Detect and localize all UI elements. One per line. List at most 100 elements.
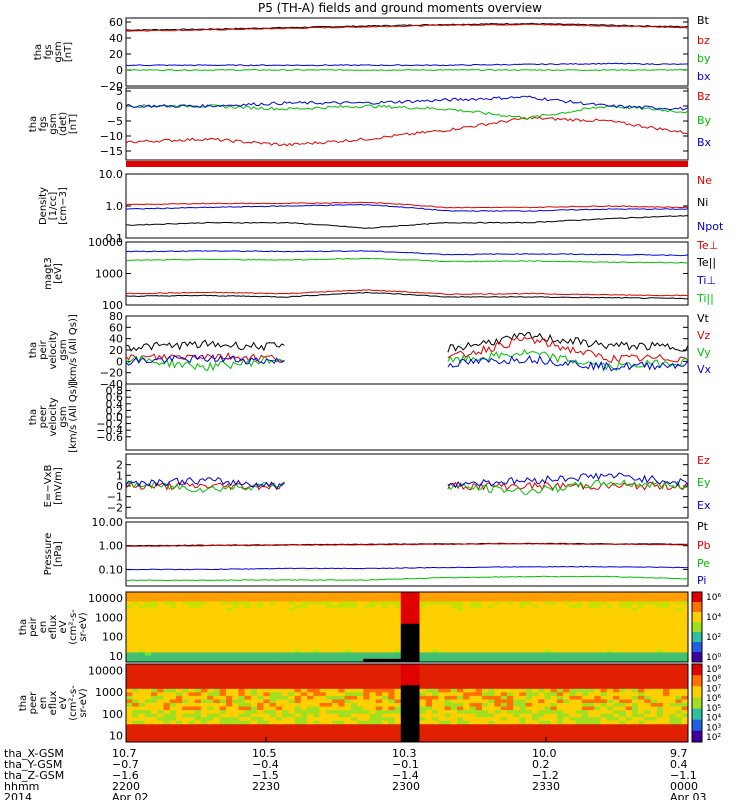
spectrogram-cell-s2 <box>644 720 652 725</box>
spectrogram-cell-s1 <box>225 627 233 631</box>
spectrogram-cell-s1 <box>132 636 139 641</box>
spectrogram-cell-s1 <box>225 646 233 650</box>
spectrogram-cell-s1 <box>444 611 452 615</box>
spectrogram-cell-s2 <box>550 685 558 690</box>
spectrogram-cell-s1 <box>544 592 552 596</box>
spectrogram-cell-s2 <box>544 692 552 697</box>
spectrogram-cell-s2 <box>663 692 670 697</box>
spectrogram-cell-s1 <box>538 617 545 622</box>
spectrogram-cell-s2 <box>494 713 502 718</box>
spectrogram-cell-s1 <box>338 595 346 599</box>
spectrogram-cell-s1 <box>669 595 677 599</box>
spectrogram-cell-s2 <box>132 703 139 708</box>
spectrogram-cell-s1 <box>394 652 402 657</box>
spectrogram-cell-s1 <box>238 620 246 625</box>
spectrogram-cell-s2 <box>169 681 177 686</box>
spectrogram-cell-s1 <box>619 623 627 628</box>
spectrogram-cell-s2 <box>663 699 670 704</box>
spectrogram-cell-s1 <box>488 623 495 628</box>
spectrogram-cell-s1 <box>244 658 252 663</box>
spectrogram-cell-s1 <box>656 620 664 625</box>
spectrogram-cell-s2 <box>475 727 483 732</box>
spectrogram-cell-s1 <box>569 617 577 622</box>
spectrogram-cell-s1 <box>282 611 289 615</box>
spectrogram-cell-s1 <box>594 614 602 618</box>
spectrogram-cell-s1 <box>382 639 389 644</box>
spectrogram-cell-s2 <box>481 681 489 686</box>
spectrogram-cell-s2 <box>407 685 414 690</box>
spectrogram-cell-s1 <box>207 617 214 622</box>
spectrogram-cell-s1 <box>157 630 164 634</box>
spectrogram-cell-s1 <box>288 620 296 625</box>
spectrogram-cell-s2 <box>606 720 614 725</box>
spectrogram-cell-s1 <box>613 617 620 622</box>
spectrogram-cell-s2 <box>357 695 364 700</box>
spectrogram-cell-s2 <box>594 713 602 718</box>
spectrogram-cell-s2 <box>594 692 602 697</box>
spectrogram-cell-s2 <box>138 681 146 686</box>
legend-p8: Pe <box>697 557 710 570</box>
spectrogram-cell-s1 <box>556 611 564 615</box>
spectrogram-cell-s1 <box>138 636 146 641</box>
spectrogram-cell-s1 <box>506 620 514 625</box>
spectrogram-cell-s2 <box>344 678 352 683</box>
spectrogram-cell-s2 <box>619 727 627 732</box>
spectrogram-cell-s1 <box>238 598 246 603</box>
spectrogram-cell-s2 <box>413 681 420 686</box>
spectrogram-cell-s2 <box>544 720 552 725</box>
spectrogram-cell-s2 <box>350 703 358 708</box>
spectrogram-cell-s1 <box>600 598 608 603</box>
spectrogram-cell-s2 <box>494 699 502 704</box>
spectrogram-cell-s2 <box>525 713 533 718</box>
chart-title: P5 (TH-A) fields and ground moments over… <box>258 1 542 15</box>
spectrogram-cell-s2 <box>575 724 583 729</box>
spectrogram-cell-s1 <box>350 636 358 641</box>
spectrogram-cell-s1 <box>138 649 146 653</box>
spectrogram-cell-s2 <box>225 674 233 679</box>
spectrogram-cell-s2 <box>681 734 689 739</box>
spectrogram-cell-s2 <box>219 699 227 704</box>
spectrogram-cell-s2 <box>613 688 620 693</box>
spectrogram-cell-s2 <box>431 738 439 743</box>
spectrogram-cell-s1 <box>556 592 564 596</box>
spectrogram-cell-s1 <box>325 636 333 641</box>
spectrogram-cell-s1 <box>544 598 552 603</box>
spectrogram-cell-s1 <box>456 598 464 603</box>
spectrogram-cell-s2 <box>500 667 508 672</box>
spectrogram-cell-s1 <box>157 642 164 647</box>
spectrogram-cell-s1 <box>513 617 520 622</box>
spectrogram-cell-s2 <box>300 678 308 683</box>
spectrogram-cell-s1 <box>250 601 258 606</box>
spectrogram-cell-s2 <box>531 699 539 704</box>
spectrogram-cell-s1 <box>638 639 645 644</box>
spectrogram-cell-s2 <box>338 699 346 704</box>
spectrogram-cell-s2 <box>357 688 364 693</box>
spectrogram-cell-s1 <box>157 611 164 615</box>
spectrogram-cell-s1 <box>319 646 327 650</box>
spectrogram-cell-s1 <box>150 639 158 644</box>
spectrogram-cell-s2 <box>606 699 614 704</box>
ytick-label-p7: 0 <box>116 480 123 493</box>
spectrogram-cell-s1 <box>450 633 458 638</box>
spectrogram-cell-s2 <box>619 688 627 693</box>
spectrogram-cell-s2 <box>506 731 514 736</box>
spectrogram-cell-s1 <box>232 636 239 641</box>
spectrogram-cell-s1 <box>194 592 202 596</box>
spectrogram-cell-s1 <box>613 627 620 631</box>
spectrogram-cell-s2 <box>631 699 639 704</box>
spectrogram-cell-s1 <box>669 604 677 609</box>
spectrogram-cell-s1 <box>275 611 283 615</box>
spectrogram-cell-s1 <box>588 617 595 622</box>
spectrogram-cell-s2 <box>419 695 427 700</box>
colorbar-s1 <box>691 591 703 663</box>
spectrogram-cell-s2 <box>394 720 402 725</box>
spectrogram-cell-s2 <box>575 727 583 732</box>
spectrogram-cell-s2 <box>644 699 652 704</box>
spectrogram-cell-s1 <box>263 601 271 606</box>
spectrogram-cell-s2 <box>157 727 164 732</box>
series-line-p7-blue <box>125 472 689 490</box>
spectrogram-cell-s2 <box>182 710 189 715</box>
spectrogram-cell-s1 <box>444 639 452 644</box>
spectrogram-cell-s2 <box>444 734 452 739</box>
